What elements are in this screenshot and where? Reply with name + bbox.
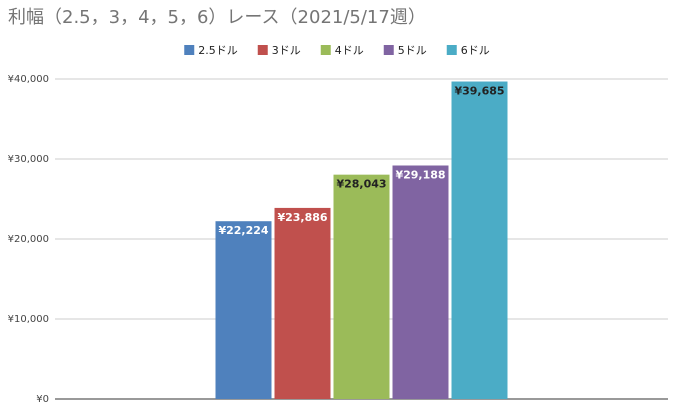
y-tick-label: ¥0 — [36, 394, 49, 405]
bar — [333, 174, 390, 399]
legend-swatch — [257, 45, 268, 55]
legend-swatch — [383, 45, 394, 55]
legend-swatch — [320, 45, 331, 55]
bar — [274, 207, 331, 399]
value-label: ¥39,685 — [454, 85, 504, 98]
y-tick-label: ¥10,000 — [8, 314, 49, 325]
y-tick-label: ¥20,000 — [8, 234, 49, 245]
legend-label: 6ドル — [461, 44, 490, 57]
legend-swatch — [446, 45, 457, 55]
bar — [451, 81, 508, 400]
legend-label: 2.5ドル — [198, 44, 238, 57]
legend-label: 5ドル — [398, 44, 427, 57]
value-label: ¥28,043 — [336, 178, 386, 191]
legend-swatch — [184, 45, 195, 55]
legend-label: 3ドル — [272, 44, 301, 57]
y-tick-label: ¥40,000 — [8, 74, 49, 85]
bar — [392, 165, 449, 399]
legend-label: 4ドル — [335, 44, 364, 57]
bar — [215, 221, 272, 399]
chart-title: 利幅（2.5，3，4，5，6）レース（2021/5/17週） — [8, 7, 426, 28]
value-label: ¥29,188 — [395, 168, 445, 181]
value-label: ¥23,886 — [277, 211, 327, 224]
value-label: ¥22,224 — [218, 224, 268, 237]
y-tick-label: ¥30,000 — [8, 154, 49, 165]
